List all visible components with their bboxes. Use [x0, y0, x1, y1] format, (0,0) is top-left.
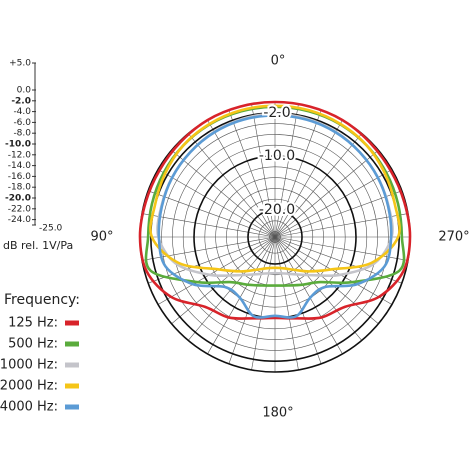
series-line: [138, 100, 412, 320]
scale-tick-label: -8.0: [13, 129, 31, 139]
scale-tick-label: -4.0: [13, 107, 31, 117]
scale-tick-label: -12.0: [8, 150, 32, 160]
legend-swatch: [65, 362, 79, 368]
angle-label: 0°: [271, 54, 286, 69]
legend-label: 1000 Hz:: [0, 358, 58, 373]
series-line: [144, 105, 406, 287]
scale-tick-label: -20.0: [5, 194, 31, 204]
legend-swatch: [65, 320, 79, 326]
angle-label: 180°: [262, 406, 293, 421]
scale-tick-label: 0.0: [17, 86, 32, 96]
ring: [215, 177, 335, 297]
scale-tick-label: -6.0: [13, 118, 31, 128]
scale-tick-label: -24.0: [8, 215, 32, 225]
angle-label: 90°: [90, 230, 113, 245]
legend-label: 4000 Hz:: [0, 400, 58, 415]
ring: [172, 134, 378, 340]
spoke: [207, 119, 276, 238]
ring: [258, 220, 292, 254]
spoke: [274, 169, 393, 238]
spoke: [251, 236, 276, 371]
scale-label: dB rel. 1V/Pa: [3, 239, 73, 252]
ring: [161, 123, 389, 351]
spoke: [274, 149, 379, 238]
spoke: [171, 149, 276, 238]
ring: [236, 198, 314, 276]
spoke: [274, 133, 363, 238]
scale-tick-label: -2.0: [11, 96, 31, 106]
scale-tick-label: +5.0: [9, 59, 31, 69]
spoke: [228, 110, 276, 238]
spoke: [274, 190, 402, 238]
scale-tick-label: -10.0: [5, 140, 31, 150]
spoke: [274, 236, 322, 364]
spoke: [274, 236, 343, 355]
scale-tick-label: -25.0: [39, 224, 63, 234]
spoke: [274, 236, 379, 325]
spoke: [251, 103, 276, 238]
spoke: [141, 236, 276, 261]
spoke: [171, 236, 276, 325]
spoke: [148, 236, 276, 284]
ring-label: -20.0: [259, 202, 295, 218]
spoke: [274, 236, 299, 371]
scale-tick-label: -18.0: [8, 183, 32, 193]
spoke: [274, 103, 299, 238]
angle-label: 270°: [438, 230, 469, 245]
spoke: [274, 213, 409, 238]
ring: [204, 166, 346, 308]
spoke: [157, 169, 276, 238]
spoke: [274, 236, 402, 284]
ring: [247, 209, 303, 265]
spoke: [141, 213, 276, 238]
spoke: [228, 236, 276, 364]
legend-label: 125 Hz:: [8, 316, 58, 331]
ring: [182, 144, 368, 330]
legend-swatch: [65, 404, 79, 410]
scale-tick-label: -16.0: [8, 172, 32, 182]
ring-label: -10.0: [259, 148, 295, 164]
ring: [269, 231, 281, 243]
series-line: [149, 104, 401, 273]
legend-label: 500 Hz:: [8, 337, 58, 352]
spoke: [207, 236, 276, 355]
spoke: [187, 133, 276, 238]
legend-swatch: [65, 383, 79, 389]
legend-title: Frequency:: [4, 292, 80, 308]
legend-swatch: [65, 341, 79, 347]
spoke: [157, 236, 276, 305]
scale-tick-label: -14.0: [8, 161, 32, 171]
ring-label: -2.0: [263, 105, 290, 121]
legend-label: 2000 Hz:: [0, 379, 58, 394]
scale-tick-label: -22.0: [8, 204, 32, 214]
spoke: [274, 236, 393, 305]
spoke: [274, 119, 343, 238]
spoke: [274, 236, 409, 261]
spoke: [274, 110, 322, 238]
series-line: [157, 114, 393, 319]
spoke: [148, 190, 276, 238]
